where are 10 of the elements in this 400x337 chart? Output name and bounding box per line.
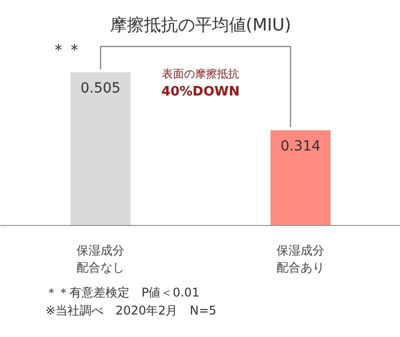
chart-title: 摩擦抵抗の平均値(MIU)	[110, 16, 292, 36]
annotation: 40%DOWN	[161, 84, 240, 100]
x-tick-label: 保湿成分配合あり	[276, 244, 324, 274]
text: ＊＊	[50, 40, 82, 60]
text: ＊＊有意差検定 P値＜0.01	[46, 286, 200, 300]
data-label: 0.505	[80, 80, 121, 96]
annotation: 表面の摩擦抵抗	[162, 67, 239, 80]
x-tick-label: 保湿成分配合なし	[76, 244, 124, 274]
data-label: 0.314	[280, 138, 321, 154]
text: ※当社調べ 2020年2月 N=5	[46, 304, 216, 318]
